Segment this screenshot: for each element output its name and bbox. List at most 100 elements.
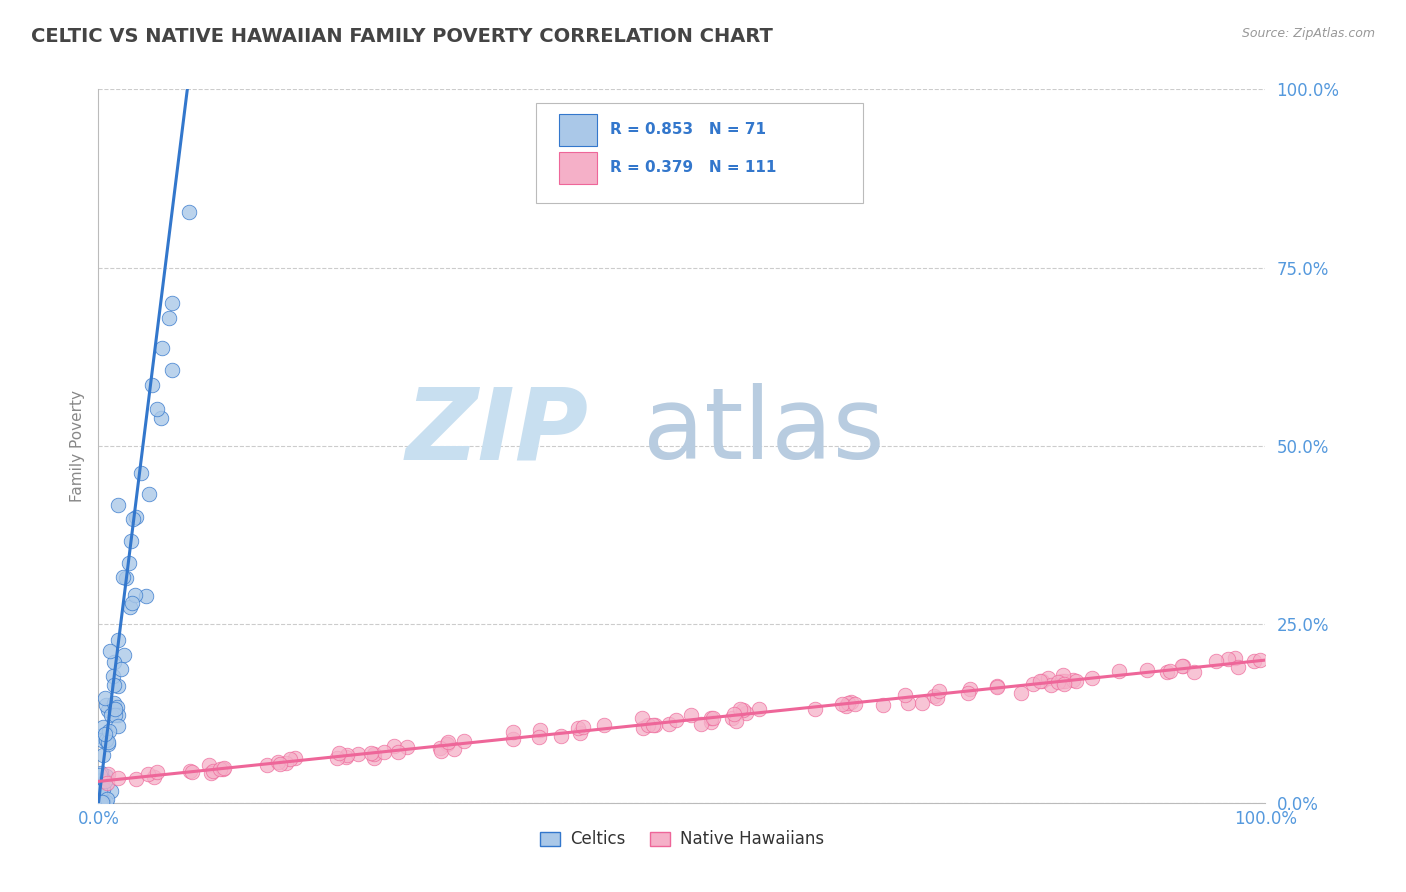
Point [96,776,118,790]
Point [347,747,370,761]
Point [690,716,713,731]
Point [733,703,755,717]
Point [94,774,117,789]
Point [107,718,129,732]
Point [567,722,589,736]
Point [924,689,946,703]
Point [104,707,127,722]
Point [125,510,148,524]
Point [91,795,114,809]
Point [1047,675,1070,690]
Point [160,296,183,310]
Point [89,784,111,798]
Point [91,795,114,809]
Point [1249,653,1271,667]
Point [112,648,135,663]
Point [748,701,770,715]
Point [94,733,117,747]
Point [118,600,141,615]
Point [894,688,917,702]
Point [96,795,118,809]
Point [396,739,419,754]
Text: atlas: atlas [643,384,884,480]
Point [105,700,128,714]
Point [93,691,115,706]
Point [665,713,688,727]
Point [122,512,145,526]
Point [1010,686,1032,700]
Point [104,702,127,716]
Point [1053,676,1076,690]
Point [831,697,853,711]
Point [1171,659,1194,673]
Point [90,795,112,809]
Point [107,707,129,722]
Point [1156,665,1178,679]
Point [93,748,115,763]
Point [631,721,654,735]
Point [387,745,409,759]
Point [1029,673,1052,688]
Point [360,747,382,761]
Point [335,750,357,764]
Point [336,748,359,763]
Point [572,720,595,734]
Point [91,782,114,797]
Point [631,710,654,724]
Point [844,697,866,711]
Point [267,755,290,769]
Point [89,768,111,782]
Point [284,750,307,764]
Point [269,756,291,771]
Point [1205,654,1227,668]
Point [103,678,125,692]
Point [502,732,524,747]
Point [103,655,125,669]
Point [723,706,745,721]
Point [641,718,664,732]
Point [146,402,169,417]
Point [443,741,465,756]
Point [1243,654,1265,668]
Point [363,751,385,765]
Text: Source: ZipAtlas.com: Source: ZipAtlas.com [1241,27,1375,40]
Point [373,745,395,759]
Point [804,702,827,716]
Point [363,747,385,761]
Point [529,730,551,744]
Point [1050,673,1073,688]
Point [90,793,112,807]
Point [160,362,183,376]
Point [1081,671,1104,685]
Point [97,735,120,749]
Point [91,720,114,734]
Point [179,204,201,219]
Point [1052,668,1074,682]
Point [502,724,524,739]
Point [734,706,756,721]
Point [143,770,166,784]
Point [179,764,201,778]
Point [700,714,723,729]
Point [382,739,405,753]
Point [1053,673,1076,688]
Point [897,696,920,710]
Point [107,633,129,648]
Point [96,791,118,805]
Point [278,752,301,766]
Point [115,571,138,585]
Point [453,733,475,747]
Point [1171,658,1194,673]
Legend: Celtics, Native Hawaiians: Celtics, Native Hawaiians [533,824,831,855]
Point [107,679,129,693]
Point [550,730,572,744]
Point [1062,673,1084,687]
Point [157,310,180,325]
Point [91,783,114,797]
Point [1136,663,1159,677]
Point [150,341,173,355]
Point [437,735,460,749]
Point [928,684,950,698]
Point [1064,673,1087,688]
Point [700,711,723,725]
